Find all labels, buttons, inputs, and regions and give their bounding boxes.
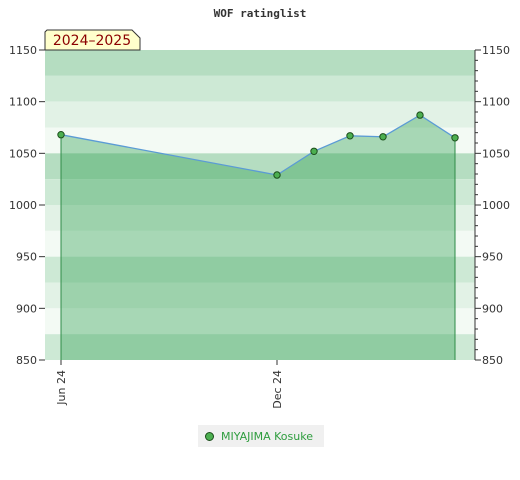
- y-tick-label-right: 1150: [482, 44, 510, 57]
- background-band: [45, 205, 475, 231]
- y-axis-right: 850 900 950 1000 1050 1100 1150: [474, 44, 510, 367]
- data-point[interactable]: [57, 131, 65, 139]
- x-axis: Jun 24 Dec 24: [55, 360, 284, 409]
- background-band: [45, 308, 475, 335]
- data-point[interactable]: [273, 171, 281, 179]
- data-point[interactable]: [379, 133, 387, 141]
- y-tick-label-right: 1100: [482, 96, 510, 109]
- y-tick-label-right: 950: [482, 251, 503, 264]
- x-tick-label: Jun 24: [55, 370, 68, 406]
- data-point[interactable]: [346, 132, 354, 140]
- background-band: [45, 50, 475, 76]
- y-tick-label-left: 1050: [9, 147, 37, 160]
- season-label: 2024–2025: [53, 33, 131, 49]
- season-badge: 2024–2025: [44, 29, 141, 51]
- y-tick-label-left: 900: [16, 302, 37, 315]
- data-point[interactable]: [310, 147, 318, 156]
- x-tick-label: Dec 24: [271, 370, 284, 409]
- chart-title: WOF ratinglist: [214, 7, 307, 20]
- y-axis-left: 850 900 950 1000 1050 1100 1150: [9, 44, 45, 367]
- y-tick-label-left: 1100: [9, 96, 37, 109]
- y-tick-label-left: 1000: [9, 199, 37, 212]
- series-area: [61, 115, 455, 360]
- background-band: [45, 334, 475, 360]
- background-band: [45, 179, 475, 205]
- background-band: [45, 153, 475, 180]
- y-tick-label-left: 850: [16, 354, 37, 367]
- legend-series-label: MIYAJIMA Kosuke: [221, 429, 313, 443]
- data-points: [57, 111, 459, 179]
- data-point[interactable]: [451, 134, 459, 142]
- y-tick-label-left: 950: [16, 251, 37, 264]
- background-band: [45, 101, 475, 128]
- background-band: [45, 127, 475, 154]
- y-tick-label-right: 900: [482, 302, 503, 315]
- season-badge-box: [44, 29, 141, 51]
- data-point[interactable]: [416, 111, 424, 119]
- background-band: [45, 230, 475, 257]
- y-tick-label-right: 850: [482, 354, 503, 367]
- y-tick-label-right: 1000: [482, 199, 510, 212]
- background-band: [45, 282, 475, 309]
- background-bands: [45, 50, 475, 360]
- legend[interactable]: MIYAJIMA Kosuke: [198, 425, 324, 447]
- y-tick-label-right: 1050: [482, 147, 510, 160]
- y-tick-label-left: 1150: [9, 44, 37, 57]
- legend-marker-icon: [205, 431, 214, 441]
- background-band: [45, 75, 475, 102]
- background-band: [45, 256, 475, 283]
